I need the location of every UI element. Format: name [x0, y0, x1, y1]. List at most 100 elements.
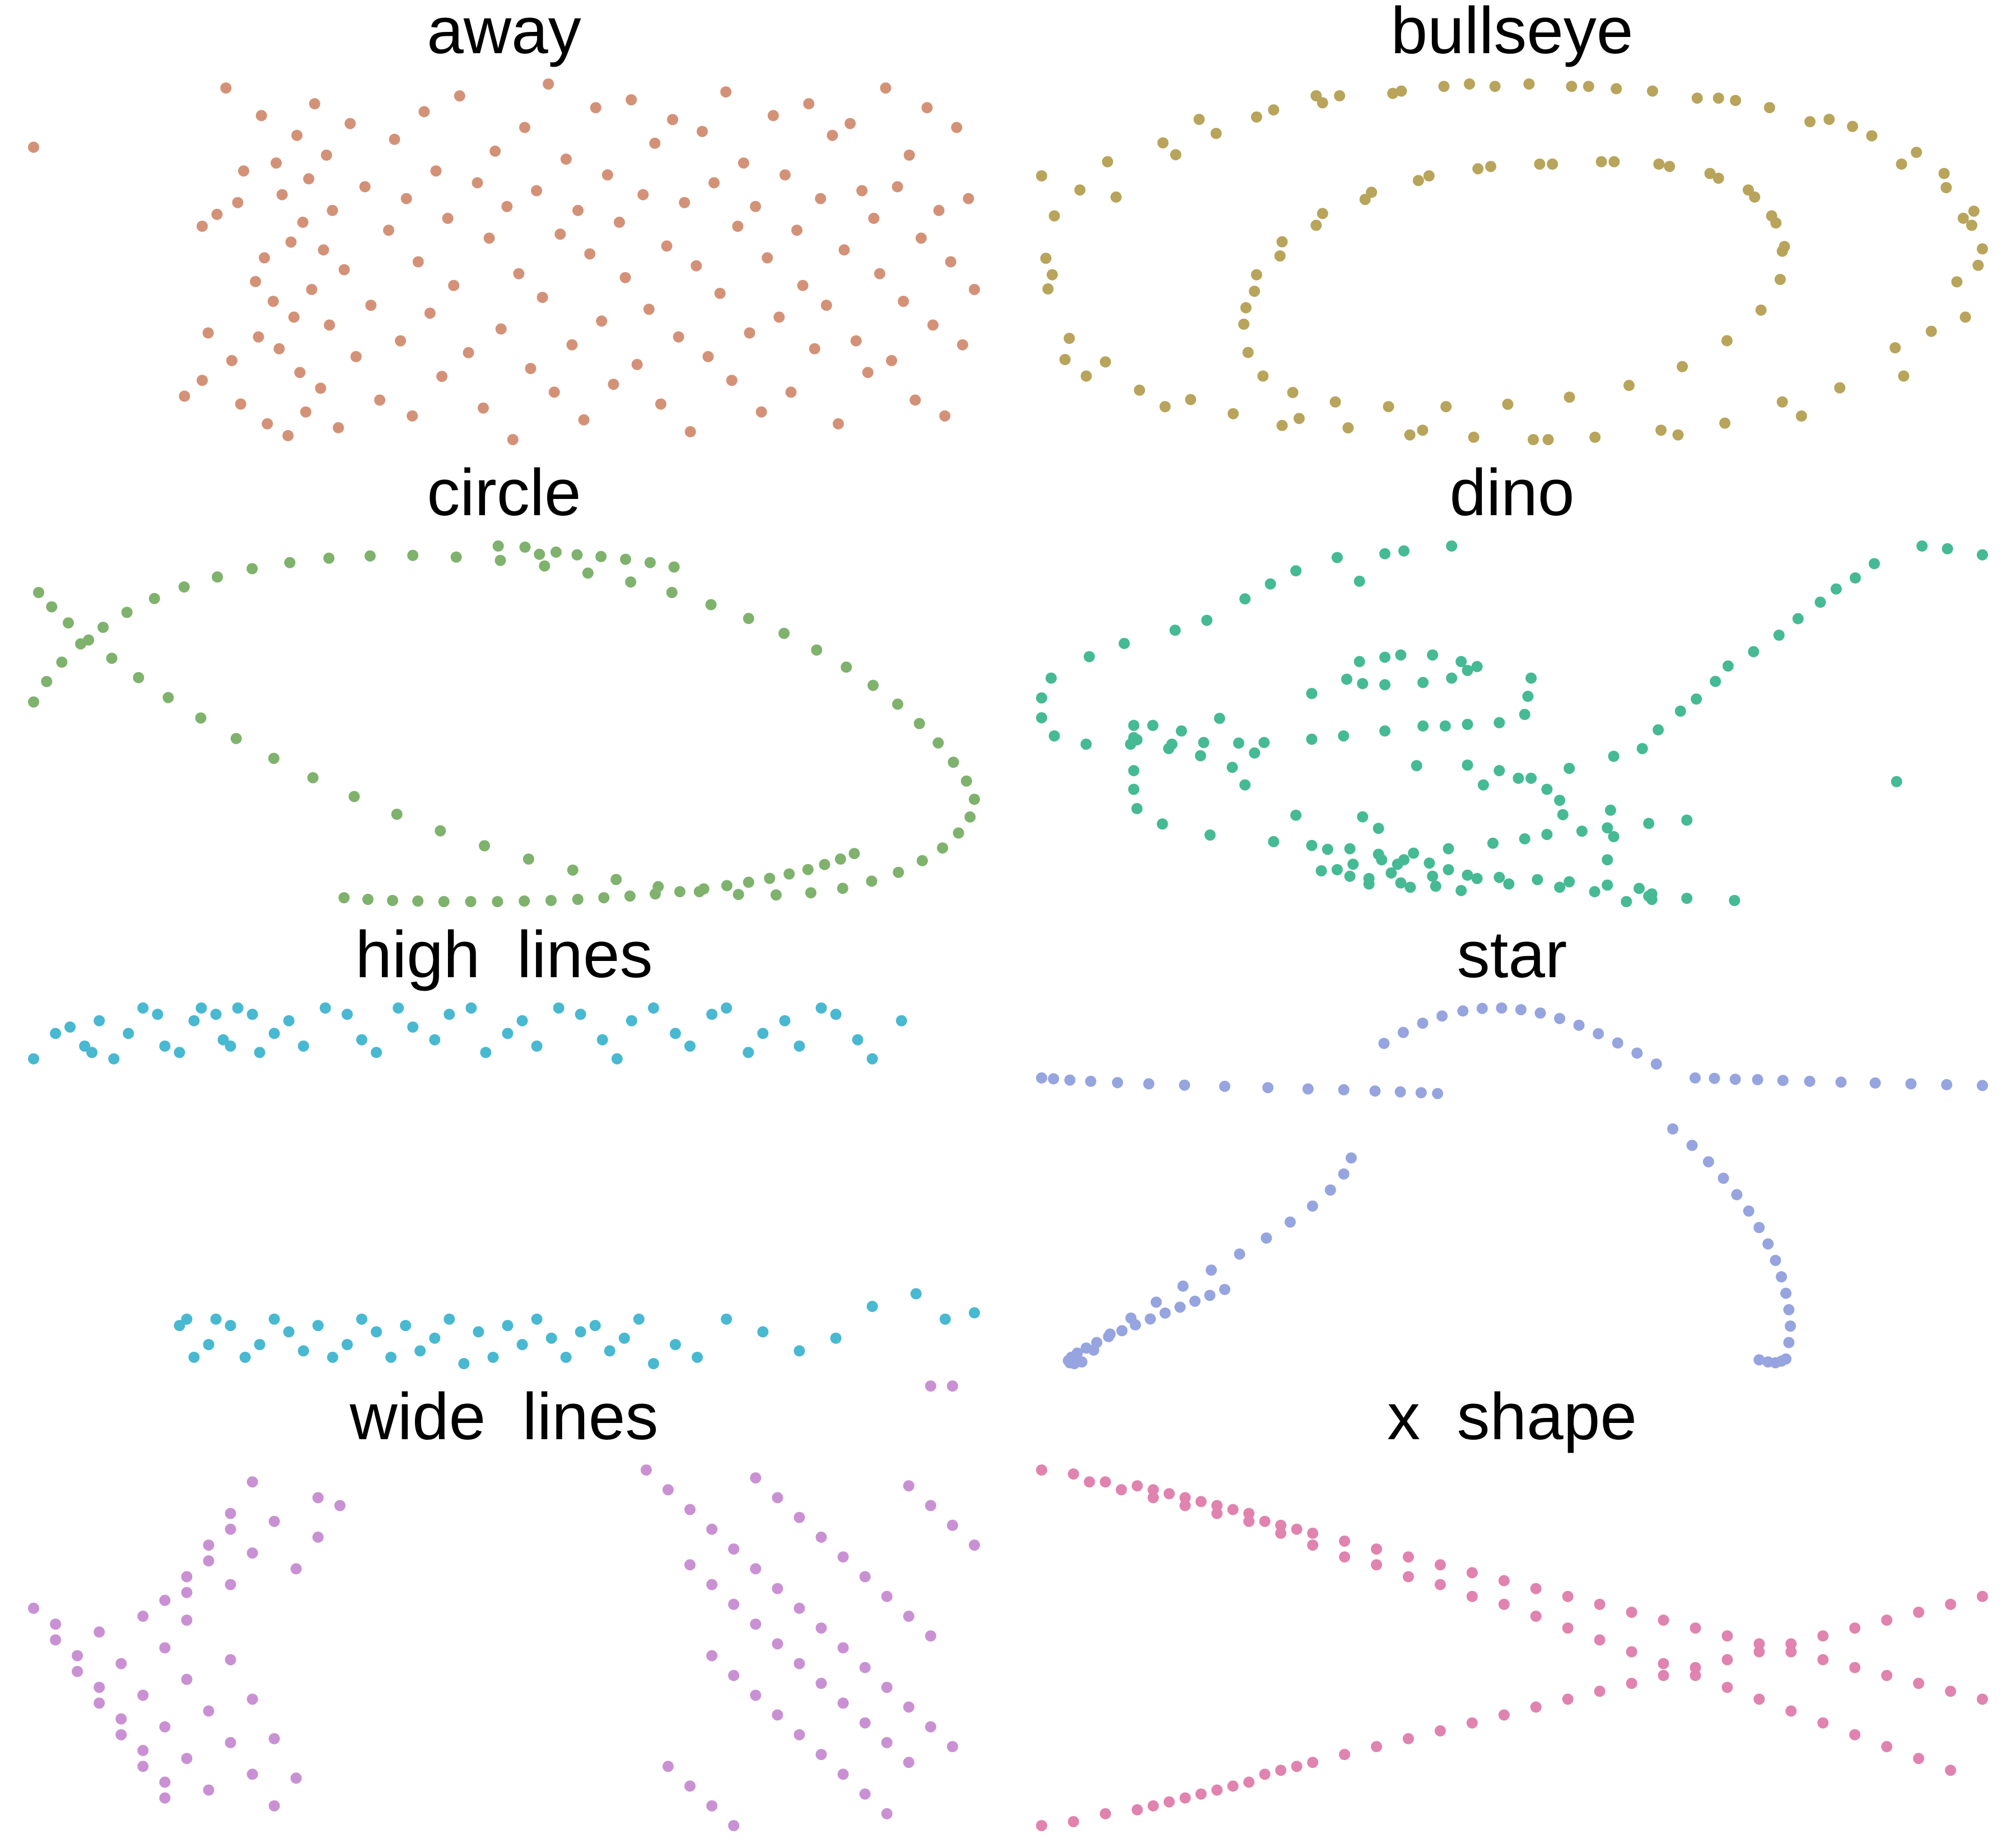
scatter-point — [1753, 1354, 1765, 1366]
scatter-point — [1344, 843, 1356, 855]
scatter-point — [1677, 361, 1688, 372]
scatter-point — [1249, 747, 1261, 759]
scatter-point — [1110, 191, 1122, 203]
scatter-point — [1275, 1765, 1287, 1776]
scatter-point — [344, 118, 356, 129]
scatter-point — [270, 157, 282, 169]
scatter-point — [1341, 673, 1352, 685]
scatter-point — [844, 118, 856, 129]
scatter-point — [1163, 1488, 1175, 1500]
scatter-point — [893, 866, 904, 878]
scatter-point — [1942, 543, 1953, 554]
scatter-point — [338, 892, 350, 904]
scatter-point — [772, 1638, 783, 1650]
scatter-point — [407, 1021, 419, 1033]
scatter-point — [1339, 1536, 1350, 1547]
panel-high-lines: high lines — [0, 918, 1008, 1386]
scatter-point — [582, 567, 594, 579]
scatter-point — [288, 311, 300, 323]
scatter-point — [1466, 1590, 1478, 1602]
scatter-point — [106, 652, 118, 664]
scatter-point — [1130, 1319, 1141, 1331]
scatter-point — [1814, 596, 1826, 608]
scatter-point — [211, 208, 223, 220]
scatter-point — [951, 122, 963, 133]
scatter-point — [1257, 370, 1269, 382]
scatter-point — [519, 542, 531, 553]
scatter-point — [513, 268, 525, 279]
scatter-point — [1566, 81, 1578, 92]
scatter-point — [620, 553, 632, 565]
scatter-point — [210, 1009, 222, 1020]
scatter-point — [1519, 708, 1530, 720]
scatter-point — [1503, 878, 1515, 890]
scatter-point — [1977, 1080, 1988, 1091]
scatter-point — [1366, 186, 1378, 198]
scatter-point — [690, 260, 702, 272]
scatter-point — [684, 426, 696, 437]
scatter-point — [1128, 720, 1140, 731]
scatter-point — [1268, 836, 1280, 847]
scatter-point — [1376, 854, 1388, 866]
scatter-point — [1395, 877, 1407, 889]
scatter-point — [1201, 614, 1213, 626]
scatter-point — [268, 1028, 280, 1039]
scatter-point — [1866, 130, 1878, 142]
scatter-point — [641, 1464, 652, 1476]
scatter-point — [1338, 730, 1350, 742]
scatter-point — [1239, 779, 1251, 791]
scatter-point — [290, 1772, 302, 1784]
scatter-point — [1324, 1184, 1336, 1196]
scatter-point — [1404, 881, 1416, 893]
scatter-point — [728, 1598, 740, 1610]
scatter-point — [626, 94, 637, 106]
scatter-point — [1329, 396, 1341, 408]
scatter-point — [312, 1531, 324, 1543]
scatter-point — [1770, 217, 1782, 229]
scatter-point — [560, 153, 572, 165]
scatter-point — [28, 696, 39, 708]
scatter-point — [648, 1358, 659, 1369]
scatter-point — [833, 418, 844, 430]
scatter-point — [448, 279, 460, 291]
scatter-point — [1379, 679, 1390, 690]
scatter-point — [1742, 184, 1754, 196]
scatter-point — [1911, 147, 1922, 158]
scatter-point — [852, 1034, 864, 1046]
scatter-point — [779, 169, 791, 181]
scatter-point — [1755, 304, 1767, 316]
scatter-point — [46, 601, 58, 613]
scatter-point — [137, 1002, 149, 1014]
scatter-point — [1243, 1515, 1255, 1527]
scatter-point — [1059, 354, 1071, 365]
scatter-point — [1608, 156, 1620, 167]
scatter-point — [1276, 419, 1288, 431]
scatter-point — [1112, 1077, 1123, 1089]
scatter-point — [137, 1611, 149, 1622]
scatter-point — [881, 1808, 893, 1819]
scatter-point — [1159, 1307, 1171, 1319]
panel-title: high lines — [355, 918, 653, 992]
scatter-point — [137, 1744, 149, 1756]
panel-circle: circle — [0, 460, 1008, 924]
scatter-point — [545, 1332, 557, 1344]
scatter-point — [772, 1709, 783, 1721]
scatter-point — [815, 193, 827, 204]
scatter-point — [892, 181, 903, 193]
scatter-point — [1658, 1614, 1669, 1626]
scatter-point — [342, 1009, 353, 1020]
scatter-point — [1777, 1075, 1789, 1086]
scatter-point — [1404, 429, 1416, 441]
scatter-point — [463, 347, 474, 358]
scatter-point — [1722, 660, 1734, 672]
scatter-point — [1432, 1088, 1444, 1099]
scatter-point — [1690, 1669, 1701, 1681]
scatter-point — [1195, 1788, 1207, 1800]
scatter-point — [1147, 1800, 1159, 1812]
scatter-point — [956, 339, 968, 351]
scatter-point — [162, 692, 174, 703]
scatter-point — [881, 1590, 893, 1602]
scatter-point — [1945, 1765, 1957, 1776]
scatter-point — [837, 883, 848, 894]
scatter-point — [1719, 417, 1731, 429]
